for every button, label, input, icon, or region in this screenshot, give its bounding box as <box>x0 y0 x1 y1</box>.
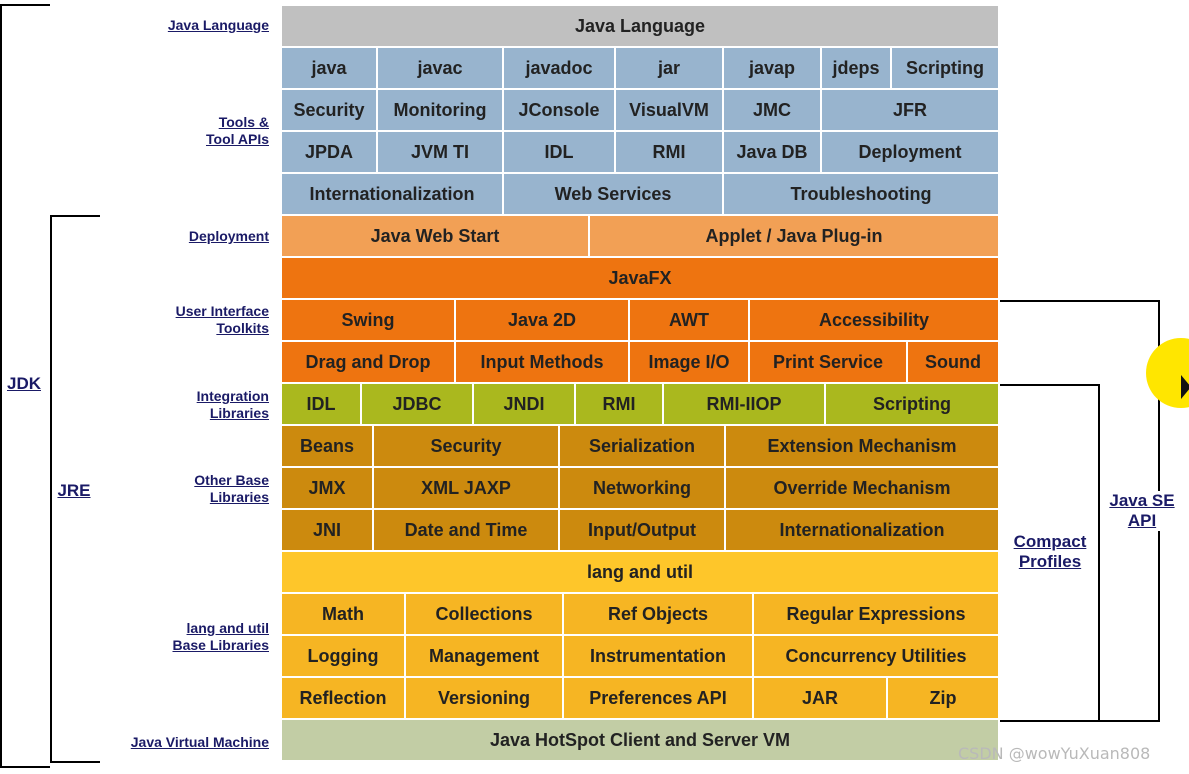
component-collections: Collections <box>406 594 564 636</box>
jdk-label: JDK <box>4 374 44 394</box>
component-java-2d: Java 2D <box>456 300 630 342</box>
component-date-and-time: Date and Time <box>374 510 560 552</box>
component-jvm-ti: JVM TI <box>378 132 504 174</box>
component-image-i-o: Image I/O <box>630 342 750 384</box>
component-jar: jar <box>616 48 724 90</box>
row-label-tools: Tools & Tool APIs <box>206 114 269 147</box>
component-troubleshooting: Troubleshooting <box>724 174 1000 216</box>
component-concurrency-utilities: Concurrency Utilities <box>754 636 1000 678</box>
component-javadoc: javadoc <box>504 48 616 90</box>
component-print-service: Print Service <box>750 342 908 384</box>
component-math: Math <box>282 594 406 636</box>
component-jndi: JNDI <box>474 384 576 426</box>
component-serialization: Serialization <box>560 426 726 468</box>
component-jmc: JMC <box>724 90 822 132</box>
component-beans: Beans <box>282 426 374 468</box>
component-networking: Networking <box>560 468 726 510</box>
component-input-methods: Input Methods <box>456 342 630 384</box>
component-input-output: Input/Output <box>560 510 726 552</box>
component-deployment: Deployment <box>822 132 1000 174</box>
row-label-jvm: Java Virtual Machine <box>130 734 269 750</box>
component-jmx: JMX <box>282 468 374 510</box>
component-rmi-iiop: RMI-IIOP <box>664 384 826 426</box>
component-internationalization: Internationalization <box>282 174 504 216</box>
component-jni: JNI <box>282 510 374 552</box>
component-swing: Swing <box>282 300 456 342</box>
row-label-integration: Integration Libraries <box>196 388 269 421</box>
row-label-deployment: Deployment <box>188 228 269 244</box>
component-sound: Sound <box>908 342 1000 384</box>
component-security: Security <box>282 90 378 132</box>
component-javap: javap <box>724 48 822 90</box>
component-management: Management <box>406 636 564 678</box>
component-jfr: JFR <box>822 90 1000 132</box>
cursor-pointer-icon <box>1181 375 1189 399</box>
component-monitoring: Monitoring <box>378 90 504 132</box>
jdk-bracket <box>0 4 50 768</box>
component-instrumentation: Instrumentation <box>564 636 754 678</box>
component-java-language: Java Language <box>282 6 1000 48</box>
component-jdbc: JDBC <box>362 384 474 426</box>
component-extension-mechanism: Extension Mechanism <box>726 426 1000 468</box>
component-jpda: JPDA <box>282 132 378 174</box>
component-idl: IDL <box>282 384 362 426</box>
row-label-other: Other Base Libraries <box>194 472 269 505</box>
component-internationalization: Internationalization <box>726 510 1000 552</box>
component-web-services: Web Services <box>504 174 724 216</box>
component-visualvm: VisualVM <box>616 90 724 132</box>
watermark: CSDN @wowYuXuan808 <box>958 744 1151 763</box>
component-rmi: RMI <box>616 132 724 174</box>
component-accessibility: Accessibility <box>750 300 1000 342</box>
component-java: java <box>282 48 378 90</box>
component-reflection: Reflection <box>282 678 406 720</box>
component-ref-objects: Ref Objects <box>564 594 754 636</box>
component-regular-expressions: Regular Expressions <box>754 594 1000 636</box>
component-override-mechanism: Override Mechanism <box>726 468 1000 510</box>
component-jar: JAR <box>754 678 888 720</box>
component-preferences-api: Preferences API <box>564 678 754 720</box>
jre-bracket <box>50 215 100 763</box>
component-java-hotspot-client-and-server-vm: Java HotSpot Client and Server VM <box>282 720 1000 762</box>
component-logging: Logging <box>282 636 406 678</box>
jre-label: JRE <box>53 481 95 501</box>
row-label-java-language: Java Language <box>167 17 269 33</box>
component-rmi: RMI <box>576 384 664 426</box>
component-java-db: Java DB <box>724 132 822 174</box>
component-javac: javac <box>378 48 504 90</box>
component-java-web-start: Java Web Start <box>282 216 590 258</box>
row-label-langutil: lang and util Base Libraries <box>172 620 270 653</box>
row-label-ui: User Interface Toolkits <box>175 303 269 336</box>
component-idl: IDL <box>504 132 616 174</box>
component-lang-and-util: lang and util <box>282 552 1000 594</box>
component-jdeps: jdeps <box>822 48 892 90</box>
component-applet-java-plug-in: Applet / Java Plug-in <box>590 216 1000 258</box>
component-xml-jaxp: XML JAXP <box>374 468 560 510</box>
component-jconsole: JConsole <box>504 90 616 132</box>
component-drag-and-drop: Drag and Drop <box>282 342 456 384</box>
compact-profiles-label: Compact Profiles <box>1004 532 1096 572</box>
component-scripting: Scripting <box>826 384 1000 426</box>
component-awt: AWT <box>630 300 750 342</box>
component-javafx: JavaFX <box>282 258 1000 300</box>
component-zip: Zip <box>888 678 1000 720</box>
component-versioning: Versioning <box>406 678 564 720</box>
component-scripting: Scripting <box>892 48 1000 90</box>
java-se-api-label: Java SE API <box>1100 491 1184 531</box>
component-security: Security <box>374 426 560 468</box>
